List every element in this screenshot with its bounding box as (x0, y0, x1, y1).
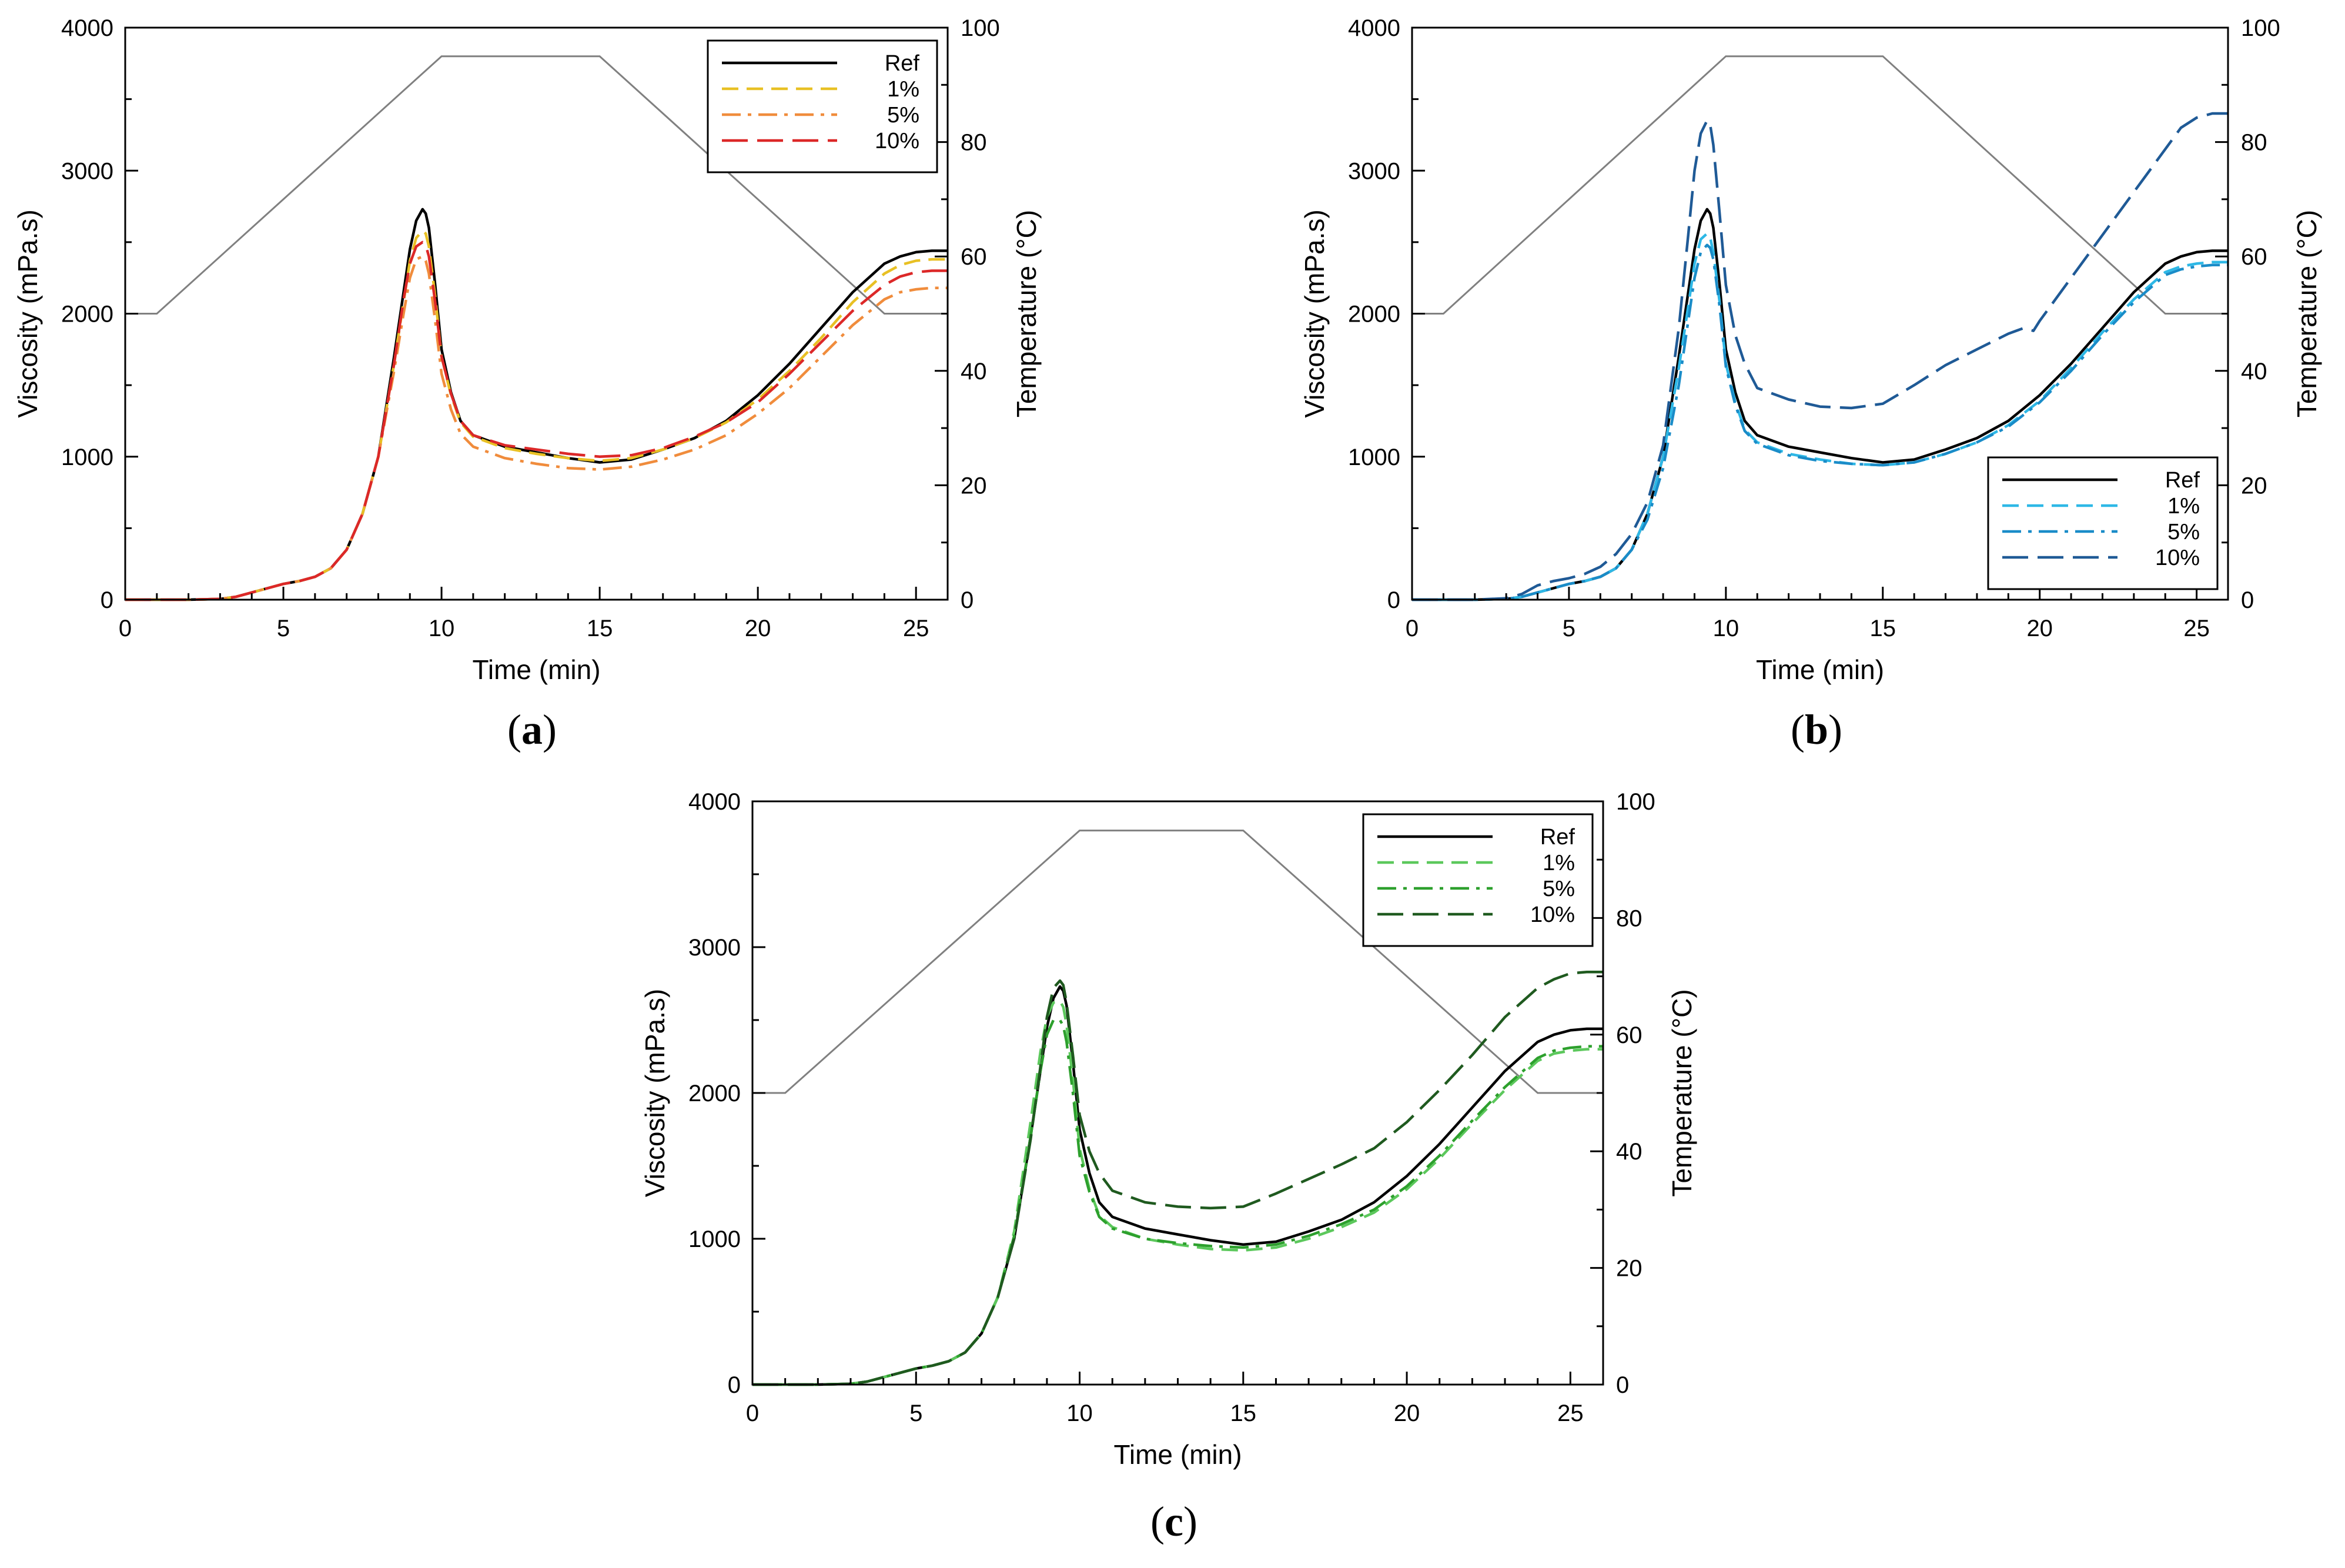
series-line-ref (125, 208, 948, 601)
y-tick-label: 1000 (61, 444, 113, 470)
y2-tick-label: 60 (2241, 244, 2267, 270)
series-line-10pct (752, 970, 1603, 1386)
panel-a: 0 5 10 15 20 25 0 1000 2000 3000 4000 0 20 40 60 80 100 T… (12, 15, 1042, 753)
series-line-5pct (125, 255, 948, 601)
y-tick-label: 2000 (1348, 302, 1400, 327)
x-axis-title: Time (min) (472, 654, 600, 685)
x-tick-label: 20 (745, 616, 771, 641)
x-tick-label: 0 (119, 616, 132, 641)
y2-axis-title: Temperature (°C) (1667, 989, 1697, 1196)
series-line-5pct (752, 1018, 1603, 1386)
series-line-1pct (752, 999, 1603, 1386)
panel-b: 0 5 10 15 20 25 0 1000 2000 3000 4000 0 20 40 60 80 100 T… (1299, 15, 2322, 753)
x-axis-title: Time (min) (1756, 654, 1884, 685)
y2-tick-label: 80 (1616, 905, 1642, 931)
x-tick-label: 20 (2026, 616, 2053, 641)
x-tick-label: 0 (1406, 616, 1419, 641)
series-line-10pct (1412, 112, 2228, 601)
legend-label: Ref (885, 51, 920, 76)
y2-tick-label: 0 (961, 587, 974, 613)
y2-tick-label: 100 (2241, 15, 2280, 41)
series-line-ref (752, 985, 1603, 1386)
y2-tick-label: 20 (2241, 473, 2267, 499)
panel-label-letter: a (521, 706, 543, 753)
x-tick-label: 5 (277, 616, 290, 641)
panel-label-letter: b (1805, 706, 1828, 753)
x-tick-label: 10 (429, 616, 455, 641)
y2-tick-label: 100 (961, 15, 1000, 41)
panel-label-letter: c (1165, 1498, 1183, 1545)
y-axis-title: Viscosity (mPa.s) (1299, 209, 1330, 417)
y-tick-label: 1000 (688, 1226, 741, 1252)
y-tick-label: 2000 (61, 302, 113, 327)
temperature-profile-line (125, 55, 948, 315)
y2-tick-label: 0 (2241, 587, 2254, 613)
y-tick-label: 3000 (61, 158, 113, 184)
legend-label: 5% (887, 103, 919, 128)
legend-label: Ref (2165, 468, 2200, 493)
x-tick-label: 5 (1563, 616, 1575, 641)
y-axis-title: Viscosity (mPa.s) (12, 209, 43, 417)
x-tick-label: 0 (746, 1400, 759, 1426)
temperature-profile-line (752, 830, 1603, 1094)
panel-label: (c) (1150, 1498, 1197, 1545)
y-tick-label: 3000 (1348, 158, 1400, 184)
x-tick-label: 25 (1557, 1400, 1584, 1426)
legend-label: 10% (2155, 546, 2200, 570)
y-tick-label: 0 (101, 587, 113, 613)
y2-tick-label: 60 (961, 244, 987, 270)
series-line-10pct (125, 240, 948, 601)
y2-tick-label: 100 (1616, 789, 1655, 815)
panel-label: (a) (507, 706, 557, 753)
y-tick-label: 3000 (688, 935, 741, 961)
y-tick-label: 0 (728, 1372, 741, 1398)
y-tick-label: 2000 (688, 1081, 741, 1106)
series-line-1pct (125, 229, 948, 601)
legend-label: 1% (1543, 851, 1575, 875)
y2-tick-label: 80 (961, 130, 987, 156)
x-tick-label: 15 (587, 616, 613, 641)
x-tick-label: 20 (1394, 1400, 1420, 1426)
legend-label: 10% (875, 129, 919, 153)
panel-label: (b) (1791, 706, 1842, 753)
x-axis-title: Time (min) (1113, 1439, 1242, 1470)
y2-tick-label: 40 (2241, 359, 2267, 385)
y2-tick-label: 40 (961, 359, 987, 385)
y2-tick-label: 40 (1616, 1139, 1642, 1165)
y2-tick-label: 0 (1616, 1372, 1629, 1398)
x-tick-label: 25 (2183, 616, 2210, 641)
y2-tick-label: 80 (2241, 130, 2267, 156)
legend-label: 1% (2167, 494, 2200, 519)
y2-axis-title: Temperature (°C) (2292, 210, 2322, 417)
y-tick-label: 0 (1387, 587, 1400, 613)
y-tick-label: 4000 (61, 15, 113, 41)
panel-c: 0 5 10 15 20 25 0 1000 2000 3000 4000 0 20 40 60 80 100 T… (640, 789, 1697, 1545)
temperature-profile-line (1412, 55, 2228, 315)
y2-axis-title: Temperature (°C) (1011, 210, 1042, 417)
legend-label: 10% (1530, 902, 1575, 927)
x-tick-label: 15 (1230, 1400, 1257, 1426)
x-tick-label: 25 (903, 616, 929, 641)
legend-label: 5% (1543, 877, 1575, 901)
x-tick-label: 5 (909, 1400, 922, 1426)
legend-label: 1% (887, 77, 919, 102)
y-tick-label: 1000 (1348, 444, 1400, 470)
y-tick-label: 4000 (1348, 15, 1400, 41)
y2-tick-label: 20 (1616, 1256, 1642, 1282)
legend-label: Ref (1540, 825, 1575, 850)
x-tick-label: 10 (1713, 616, 1739, 641)
x-tick-label: 15 (1870, 616, 1896, 641)
y-tick-label: 4000 (688, 789, 741, 815)
y-axis-title: Viscosity (mPa.s) (640, 989, 670, 1197)
y2-tick-label: 60 (1616, 1022, 1642, 1048)
x-tick-label: 10 (1066, 1400, 1093, 1426)
series-line-5pct (1412, 243, 2228, 601)
legend-label: 5% (2167, 520, 2200, 544)
y2-tick-label: 20 (961, 473, 987, 499)
